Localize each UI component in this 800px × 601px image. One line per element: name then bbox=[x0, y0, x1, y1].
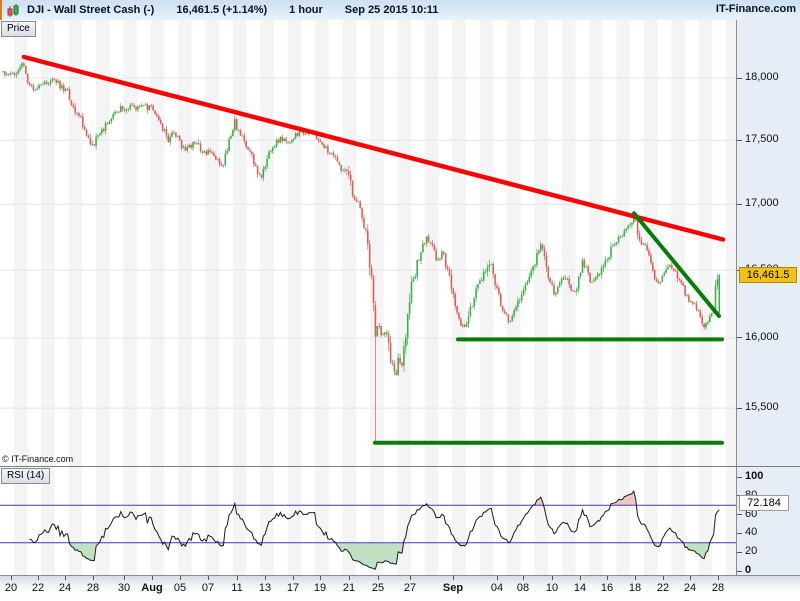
time-axis-label: 24 bbox=[58, 582, 72, 594]
time-axis-label: Aug bbox=[141, 582, 163, 594]
price-tick-label: 17,000 bbox=[745, 197, 779, 210]
time-axis-label: 20 bbox=[4, 582, 18, 594]
price-tick bbox=[737, 139, 742, 141]
time-axis-label: 10 bbox=[545, 582, 559, 594]
time-axis-label: 08 bbox=[516, 582, 530, 594]
time-axis-label: 25 bbox=[371, 582, 385, 594]
time-tick bbox=[453, 576, 454, 580]
time-axis-label: 28 bbox=[86, 582, 100, 594]
time-tick bbox=[124, 576, 125, 580]
rsi-tick bbox=[737, 514, 742, 516]
time-axis-label: 16 bbox=[600, 582, 614, 594]
time-tick bbox=[580, 576, 581, 580]
copyright-watermark: © IT-Finance.com bbox=[2, 454, 74, 464]
rsi-tick bbox=[737, 476, 742, 478]
descending-resistance bbox=[21, 54, 726, 242]
timeframe: 1 hour bbox=[289, 4, 323, 16]
time-axis-label: 22 bbox=[31, 582, 45, 594]
time-tick bbox=[265, 576, 266, 580]
rsi-tick-label: 0 bbox=[745, 564, 752, 576]
time-axis-label: 14 bbox=[573, 582, 587, 594]
time-axis-label: 28 bbox=[711, 582, 725, 594]
time-axis-label: 18 bbox=[628, 582, 642, 594]
price-tick bbox=[737, 77, 742, 79]
rsi-tick bbox=[737, 570, 742, 572]
time-axis: 20 22 24 28 30 Aug 05 07 11 13 17 19 21 25 27 Sep 04 08 10… bbox=[0, 575, 800, 601]
rsi-tick-label: 40 bbox=[745, 526, 758, 539]
time-tick bbox=[237, 576, 238, 580]
time-axis-label: 17 bbox=[286, 582, 300, 594]
time-axis-label: 05 bbox=[173, 582, 187, 594]
time-tick bbox=[38, 576, 39, 580]
time-axis-label: 22 bbox=[656, 582, 670, 594]
time-axis-label: 24 bbox=[683, 582, 697, 594]
price-chart-canvas[interactable] bbox=[0, 20, 736, 466]
time-tick bbox=[635, 576, 636, 580]
rsi-tick-label: 20 bbox=[745, 545, 758, 558]
tab-rsi[interactable]: RSI (14) bbox=[1, 468, 51, 484]
time-axis-label: 11 bbox=[231, 582, 243, 594]
brand-watermark: IT-Finance.com bbox=[715, 3, 796, 15]
rsi-axis: 72.184 100806040200 bbox=[736, 467, 800, 576]
time-tick bbox=[607, 576, 608, 580]
tab-price[interactable]: Price bbox=[1, 21, 36, 37]
price-tick bbox=[737, 203, 742, 205]
candlestick-icon bbox=[6, 3, 21, 18]
price-tick-label: 15,500 bbox=[745, 401, 779, 414]
datetime: Sep 25 2015 10:11 bbox=[344, 4, 439, 16]
last-quote: 16,461.5 (+1.14%) bbox=[176, 4, 268, 16]
time-axis-label: 27 bbox=[403, 582, 417, 594]
time-axis-label: 13 bbox=[258, 582, 272, 594]
time-tick bbox=[293, 576, 294, 580]
time-tick bbox=[320, 576, 321, 580]
price-tick bbox=[737, 337, 742, 339]
time-tick bbox=[523, 576, 524, 580]
time-tick bbox=[378, 576, 379, 580]
price-tick-label: 17,500 bbox=[745, 133, 779, 146]
rsi-tick bbox=[737, 551, 742, 553]
time-axis-label: 21 bbox=[342, 582, 356, 594]
time-axis-label: 30 bbox=[117, 582, 131, 594]
instrument-title: DJI - Wall Street Cash (-) bbox=[27, 4, 155, 16]
time-axis-label: 19 bbox=[313, 582, 327, 594]
time-tick bbox=[690, 576, 691, 580]
price-tick-label: 18,000 bbox=[745, 71, 779, 83]
time-tick bbox=[152, 576, 153, 580]
time-tick bbox=[497, 576, 498, 580]
price-tick-label: 16,000 bbox=[745, 330, 779, 343]
current-price-label: 16,461.5 bbox=[739, 267, 797, 284]
current-rsi-label: 72.184 bbox=[739, 495, 789, 512]
price-axis: 16,461.5 18,00017,50017,00016,50016,0001… bbox=[736, 20, 800, 466]
time-tick bbox=[718, 576, 719, 580]
time-tick bbox=[663, 576, 664, 580]
window-edge-strip bbox=[0, 0, 2, 20]
panel-separator[interactable] bbox=[0, 466, 800, 467]
time-axis-label: 07 bbox=[201, 582, 215, 594]
time-tick bbox=[11, 576, 12, 580]
time-tick bbox=[410, 576, 411, 580]
time-tick bbox=[208, 576, 209, 580]
rsi-tick bbox=[737, 532, 742, 534]
time-tick bbox=[349, 576, 350, 580]
time-tick bbox=[93, 576, 94, 580]
price-tick bbox=[737, 407, 742, 409]
time-tick bbox=[65, 576, 66, 580]
time-tick bbox=[180, 576, 181, 580]
time-axis-label: Sep bbox=[442, 582, 464, 594]
time-axis-label: 04 bbox=[490, 582, 504, 594]
time-tick bbox=[552, 576, 553, 580]
rsi-tick-label: 100 bbox=[745, 470, 764, 482]
info-bar: DJI - Wall Street Cash (-) 16,461.5 (+1.… bbox=[0, 0, 800, 21]
breakdown-diagonal bbox=[632, 211, 721, 318]
rsi-chart-canvas[interactable] bbox=[0, 467, 736, 575]
